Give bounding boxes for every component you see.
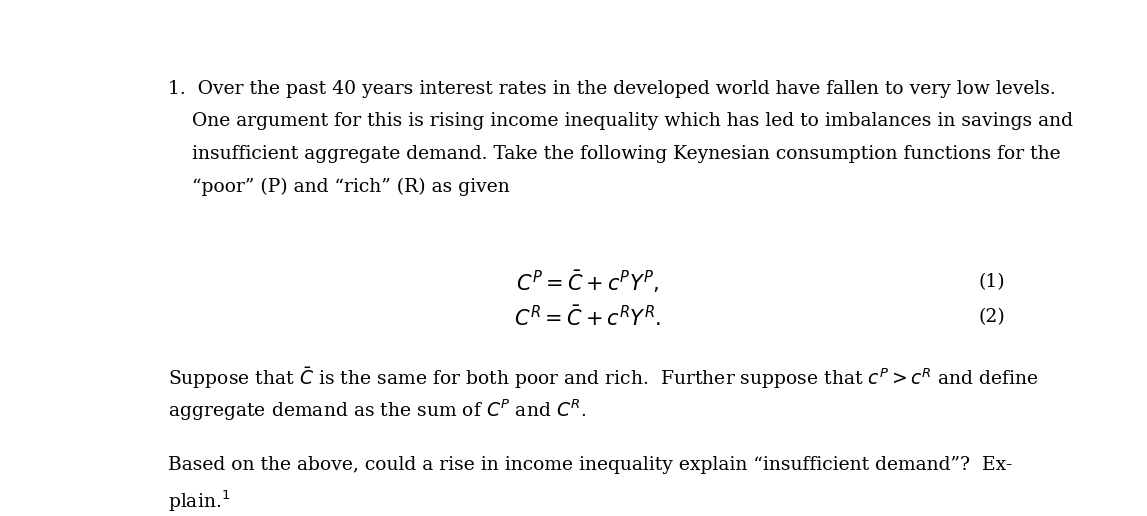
Text: $C^P = \bar{C}+c^P Y^P,$: $C^P = \bar{C}+c^P Y^P,$ [516, 268, 660, 295]
Text: Based on the above, could a rise in income inequality explain “insufficient dema: Based on the above, could a rise in inco… [169, 456, 1013, 474]
Text: plain.$^1$: plain.$^1$ [169, 489, 231, 514]
Text: aggregate demand as the sum of $C^P$ and $C^R$.: aggregate demand as the sum of $C^P$ and… [169, 398, 586, 423]
Text: 1.  Over the past 40 years interest rates in the developed world have fallen to : 1. Over the past 40 years interest rates… [169, 80, 1056, 98]
Text: (1): (1) [980, 272, 1006, 291]
Text: insufficient aggregate demand. Take the following Keynesian consumption function: insufficient aggregate demand. Take the … [169, 145, 1061, 163]
Text: $C^R = \bar{C}+c^R Y^R.$: $C^R = \bar{C}+c^R Y^R.$ [514, 305, 662, 330]
Text: Suppose that $\bar{C}$ is the same for both poor and rich.  Further suppose that: Suppose that $\bar{C}$ is the same for b… [169, 365, 1039, 391]
Text: (2): (2) [978, 309, 1006, 327]
Text: “poor” (P) and “rich” (R) as given: “poor” (P) and “rich” (R) as given [169, 178, 510, 196]
Text: One argument for this is rising income inequality which has led to imbalances in: One argument for this is rising income i… [169, 112, 1074, 131]
